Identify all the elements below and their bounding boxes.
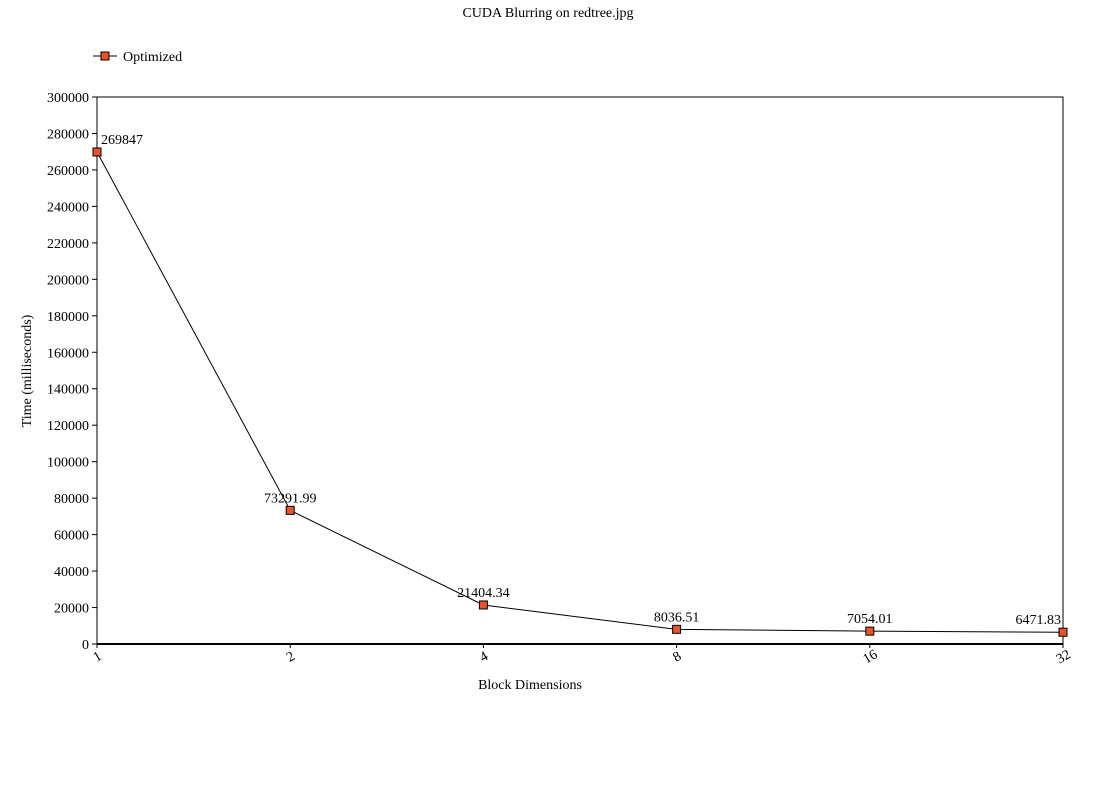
- legend: Optimized: [93, 50, 182, 65]
- x-tick-label: 1: [91, 649, 105, 665]
- y-tick-label: 80000: [54, 492, 89, 507]
- y-tick-label: 100000: [47, 456, 89, 471]
- y-tick-label: 240000: [47, 200, 89, 215]
- y-tick-label: 160000: [47, 346, 89, 361]
- y-tick-label: 280000: [47, 127, 89, 142]
- y-axis: 0 20000 40000 60000 80000 100000 120000 140000 1…: [47, 91, 97, 653]
- plot-frame: [96, 96, 1064, 645]
- x-tick-label: 4: [477, 649, 491, 665]
- y-tick-label: 0: [82, 638, 89, 653]
- data-label: 21404.34: [457, 586, 510, 601]
- data-label: 269847: [101, 133, 143, 148]
- y-tick-label: 200000: [47, 273, 89, 288]
- data-label: 7054.01: [847, 612, 893, 627]
- y-tick-label: 260000: [47, 164, 89, 179]
- y-tick-label: 20000: [54, 602, 89, 617]
- data-point: [1058, 627, 1068, 637]
- x-tick-label: 32: [1054, 647, 1074, 667]
- y-tick-label: 140000: [47, 383, 89, 398]
- y-axis-label: Time (milliseconds): [20, 314, 35, 427]
- y-tick-label: 300000: [47, 91, 89, 106]
- y-tick-label: 40000: [54, 565, 89, 580]
- x-axis-label: Block Dimensions: [478, 678, 582, 693]
- data-point: [478, 600, 488, 610]
- data-label: 73291.99: [264, 491, 317, 506]
- series-optimized: 269847 73291.99 21404.34 8036.51 7054.01 6471…: [92, 133, 1068, 637]
- x-tick-label: 16: [861, 647, 881, 667]
- x-axis: 1 2 4 8 16 32: [91, 644, 1074, 667]
- data-point: [92, 147, 102, 157]
- x-tick-label: 8: [671, 649, 685, 665]
- data-label: 8036.51: [654, 610, 700, 625]
- data-point: [285, 505, 295, 515]
- legend-marker: [100, 51, 110, 61]
- data-point: [865, 626, 875, 636]
- legend-label: Optimized: [123, 50, 182, 65]
- y-tick-label: 220000: [47, 237, 89, 252]
- y-tick-label: 60000: [54, 529, 89, 544]
- y-tick-label: 120000: [47, 419, 89, 434]
- series-line: [96, 151, 1064, 633]
- data-label: 6471.83: [1016, 613, 1062, 628]
- y-tick-label: 180000: [47, 310, 89, 325]
- chart-title: CUDA Blurring on redtree.jpg: [462, 6, 633, 21]
- x-tick-label: 2: [284, 649, 298, 665]
- data-point: [672, 624, 682, 634]
